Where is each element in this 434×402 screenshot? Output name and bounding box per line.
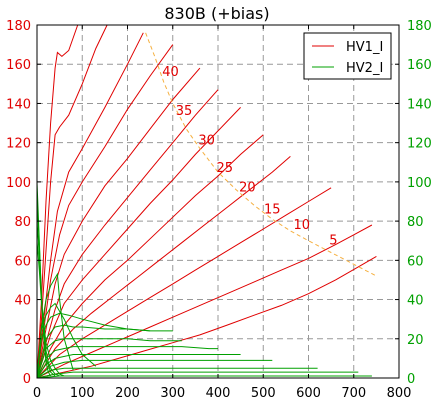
hv2-curve-25 bbox=[36, 371, 359, 379]
x-tick-label: 600 bbox=[296, 386, 321, 401]
hv1-curve-7 bbox=[36, 134, 264, 379]
hv1-curve-8 bbox=[36, 156, 291, 379]
hv2-curve-23 bbox=[36, 359, 273, 379]
y-tick-label-left: 140 bbox=[6, 97, 31, 112]
y-tick-label-right: 140 bbox=[407, 97, 432, 112]
y-tick-label-left: 80 bbox=[14, 215, 31, 230]
y-tick-label-right: 20 bbox=[407, 333, 424, 348]
y-tick-label-right: 160 bbox=[407, 58, 432, 73]
x-tick-label: 200 bbox=[115, 386, 140, 401]
hv2-curve-24 bbox=[36, 367, 318, 379]
legend-label-hv1: HV1_I bbox=[346, 40, 383, 55]
y-tick-label-left: 60 bbox=[14, 254, 31, 269]
curve-label: 15 bbox=[264, 202, 281, 217]
hv1-curve-3 bbox=[36, 44, 174, 379]
x-tick-label: 700 bbox=[341, 386, 366, 401]
chart-title: 830B (+bias) bbox=[164, 4, 269, 23]
series-layer bbox=[36, 24, 377, 379]
y-tick-label-right: 120 bbox=[407, 137, 432, 152]
hv2-curve-26 bbox=[36, 375, 372, 379]
hv2-curve-15 bbox=[36, 240, 65, 377]
hv2-curve-19 bbox=[36, 324, 173, 379]
y-tick-label-left: 20 bbox=[14, 333, 31, 348]
curve-label: 10 bbox=[293, 218, 310, 233]
y-tick-label-left: 100 bbox=[6, 176, 31, 191]
hv1-curve-5 bbox=[36, 89, 219, 379]
hv2-curve-21 bbox=[36, 346, 218, 379]
legend: HV1_I HV2_I bbox=[303, 32, 392, 80]
x-tick-label: 400 bbox=[206, 386, 231, 401]
hv2-curve-17 bbox=[36, 302, 97, 379]
y-tick-label-right: 0 bbox=[407, 372, 415, 387]
y-tick-label-right: 180 bbox=[407, 19, 432, 34]
y-tick-label-right: 100 bbox=[407, 176, 432, 191]
power-limit-curve bbox=[145, 32, 377, 277]
hv1-curve-11 bbox=[36, 255, 377, 379]
power-curve-layer bbox=[145, 32, 377, 277]
legend-label-hv2: HV2_I bbox=[346, 61, 383, 76]
hv1-curve-4 bbox=[36, 67, 201, 379]
curve-label: 40 bbox=[162, 65, 179, 80]
legend-box bbox=[303, 32, 392, 80]
hv1-curve-0 bbox=[36, 24, 79, 379]
curve-label: 35 bbox=[176, 104, 193, 119]
hv1-curve-6 bbox=[36, 107, 241, 379]
y-tick-label-right: 40 bbox=[407, 294, 424, 309]
y-tick-label-left: 180 bbox=[6, 19, 31, 34]
hv1-curve-1 bbox=[36, 24, 108, 379]
hv2-curve-22 bbox=[36, 354, 241, 379]
x-tick-label: 100 bbox=[70, 386, 95, 401]
x-tick-label: 800 bbox=[387, 386, 412, 401]
hv1-curve-10 bbox=[36, 224, 373, 379]
x-tick-label: 500 bbox=[251, 386, 276, 401]
y-tick-label-left: 120 bbox=[6, 137, 31, 152]
y-tick-label-right: 80 bbox=[407, 215, 424, 230]
hv2-curve-20 bbox=[36, 338, 182, 379]
hv2-curve-18 bbox=[36, 312, 151, 379]
x-tick-label: 300 bbox=[160, 386, 185, 401]
curve-label: 25 bbox=[217, 161, 234, 176]
curve-label: 30 bbox=[198, 134, 215, 149]
curve-label: 20 bbox=[239, 181, 256, 196]
hv1-curve-9 bbox=[36, 187, 332, 379]
y-tick-label-left: 0 bbox=[23, 372, 31, 387]
y-tick-label-left: 40 bbox=[14, 294, 31, 309]
y-tick-label-left: 160 bbox=[6, 58, 31, 73]
hv2-curve-14 bbox=[36, 221, 60, 377]
x-tick-label: 0 bbox=[33, 386, 41, 401]
curve-label: 5 bbox=[329, 234, 337, 249]
y-tick-label-right: 60 bbox=[407, 254, 424, 269]
